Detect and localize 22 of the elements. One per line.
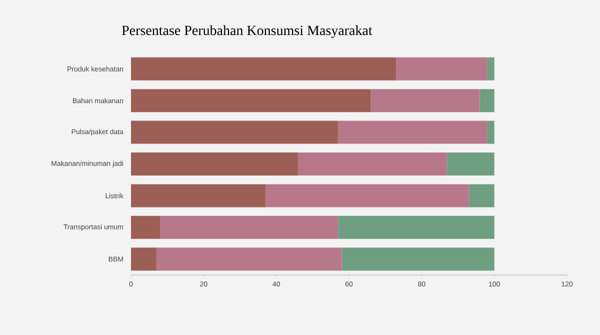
bar — [265, 184, 469, 208]
bar — [338, 120, 488, 144]
bar — [338, 216, 494, 239]
bar — [156, 248, 342, 271]
chart-title: Persentase Perubahan Konsumsi Masyarakat — [122, 25, 372, 38]
bar — [370, 89, 480, 112]
bar — [447, 152, 494, 176]
bar — [131, 120, 338, 144]
bar — [131, 89, 371, 112]
bar — [131, 184, 266, 208]
bar — [298, 152, 448, 176]
bar — [131, 57, 396, 80]
bar — [396, 57, 488, 80]
bar — [342, 248, 494, 271]
bar — [468, 184, 494, 208]
bar — [480, 89, 494, 112]
bar — [487, 120, 494, 144]
bar — [131, 216, 160, 239]
bar — [487, 57, 494, 80]
bar — [131, 248, 156, 271]
bar — [160, 216, 338, 239]
bar — [131, 152, 298, 176]
